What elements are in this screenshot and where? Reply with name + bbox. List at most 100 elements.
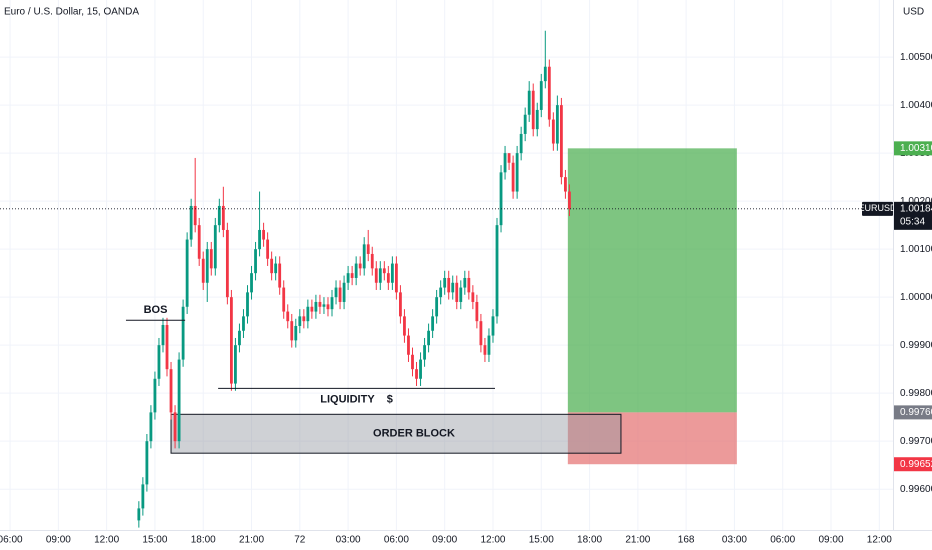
chart-title: Euro / U.S. Dollar, 15, OANDA bbox=[4, 7, 139, 18]
candle-body bbox=[258, 229, 261, 250]
candle-body bbox=[149, 412, 153, 442]
candle-body bbox=[564, 177, 567, 192]
candle-body bbox=[390, 263, 394, 283]
candle-body bbox=[431, 316, 435, 331]
candle-body bbox=[495, 225, 499, 317]
candle-body bbox=[322, 304, 326, 307]
candle-body bbox=[306, 306, 310, 322]
x-tick-label: 72 bbox=[294, 535, 306, 546]
candle-body bbox=[382, 268, 386, 274]
candle-body bbox=[290, 321, 294, 341]
candle-body bbox=[242, 316, 245, 331]
y-tick-label: 0.99900 bbox=[900, 340, 932, 351]
last-price-tag bbox=[894, 201, 932, 230]
candle-body bbox=[234, 345, 237, 384]
candle-body bbox=[221, 205, 225, 230]
candle-body bbox=[559, 105, 563, 178]
x-tick-label: 21:00 bbox=[239, 535, 264, 546]
candle-body bbox=[318, 301, 322, 307]
candle-body bbox=[294, 325, 298, 341]
candle-body bbox=[399, 292, 402, 317]
countdown-label: 05:34 bbox=[900, 216, 925, 227]
candle-body bbox=[177, 359, 181, 442]
annotation-label: BOS bbox=[144, 304, 168, 316]
candle-body bbox=[326, 304, 330, 310]
candle-body bbox=[515, 153, 519, 192]
x-tick-label: 03:00 bbox=[722, 535, 747, 546]
price-level-tag bbox=[894, 405, 932, 420]
x-tick-label: 12:00 bbox=[480, 535, 505, 546]
x-tick-label: 12:00 bbox=[94, 535, 119, 546]
candle-body bbox=[455, 282, 459, 302]
candle-body bbox=[278, 263, 282, 288]
candle-body bbox=[282, 287, 286, 312]
candle-body bbox=[165, 325, 169, 370]
candle-body bbox=[451, 282, 455, 293]
candle-body bbox=[435, 297, 439, 317]
candle-body bbox=[274, 263, 278, 274]
candle-body bbox=[555, 105, 559, 144]
candle-body bbox=[374, 268, 378, 283]
x-tick-label: 21:00 bbox=[625, 535, 650, 546]
candle-body bbox=[483, 345, 487, 355]
annotation-label: LIQUIDITY $ bbox=[320, 393, 393, 405]
candle-body bbox=[479, 321, 483, 346]
candle-body bbox=[185, 239, 189, 307]
candle-body bbox=[394, 263, 398, 293]
x-tick-label: 12:00 bbox=[867, 535, 892, 546]
y-tick-label: 1.00400 bbox=[900, 100, 932, 111]
candle-body bbox=[539, 81, 543, 110]
last-price-label: 1.00184 bbox=[900, 203, 932, 214]
candle-body bbox=[511, 162, 515, 192]
x-tick-label: 18:00 bbox=[191, 535, 216, 546]
candle-body bbox=[250, 273, 253, 293]
x-tick-label: 15:00 bbox=[142, 535, 167, 546]
candle-body bbox=[475, 301, 479, 322]
candle-body bbox=[197, 225, 201, 259]
candle-body bbox=[419, 359, 422, 379]
candle-body bbox=[407, 335, 410, 355]
x-tick-label: 168 bbox=[678, 535, 695, 546]
candle-body bbox=[330, 297, 334, 310]
candle-body bbox=[463, 277, 467, 288]
candle-body bbox=[209, 249, 213, 269]
price-level-tag bbox=[894, 141, 932, 156]
candle-body bbox=[286, 311, 290, 322]
y-tick-label: 1.00200 bbox=[900, 196, 932, 207]
symbol-tag bbox=[862, 201, 893, 216]
order-block bbox=[170, 413, 622, 454]
candle-body bbox=[439, 287, 443, 298]
candle-body bbox=[193, 205, 197, 226]
candle-body bbox=[354, 263, 358, 278]
x-tick-label: 06:00 bbox=[0, 535, 23, 546]
candle-body bbox=[507, 153, 511, 163]
candle-body bbox=[314, 301, 318, 312]
candle-body bbox=[543, 66, 547, 82]
x-tick-label: 06:00 bbox=[770, 535, 795, 546]
x-tick-label: 03:00 bbox=[336, 535, 361, 546]
candle-body bbox=[334, 287, 338, 298]
candle-body bbox=[467, 277, 471, 293]
candle-body bbox=[358, 263, 362, 269]
symbol-label: EURUSD bbox=[858, 203, 897, 213]
x-tick-label: 06:00 bbox=[384, 535, 409, 546]
candle-body bbox=[487, 335, 491, 355]
candle-body bbox=[423, 345, 426, 360]
candle-body bbox=[213, 225, 217, 269]
candle-body bbox=[471, 292, 475, 302]
candle-body bbox=[342, 282, 346, 302]
candle-body bbox=[137, 508, 141, 521]
order-block-label: ORDER BLOCK bbox=[373, 428, 455, 440]
x-tick-label: 18:00 bbox=[577, 535, 602, 546]
candle-body bbox=[403, 316, 406, 336]
candle-body bbox=[568, 191, 571, 209]
candle-body bbox=[205, 249, 209, 283]
